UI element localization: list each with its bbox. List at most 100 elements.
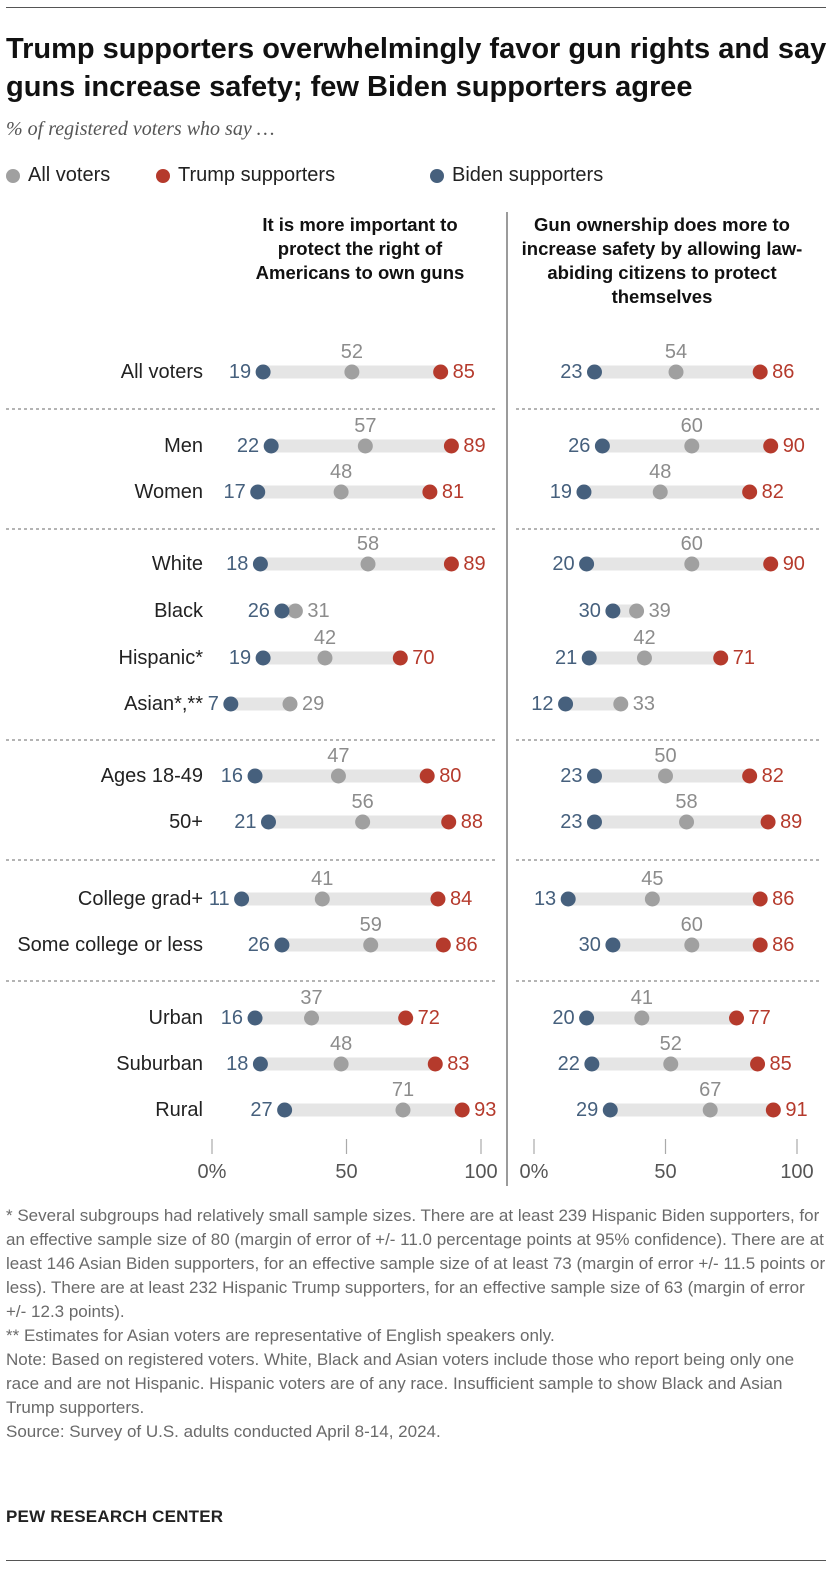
value-label-biden: 16 xyxy=(221,1007,243,1029)
value-label-all-voters: 52 xyxy=(660,1033,682,1055)
dot-trump xyxy=(443,556,459,572)
dot-biden xyxy=(602,1102,618,1118)
legend-label-all-voters: All voters xyxy=(28,164,111,186)
value-label-all-voters: 29 xyxy=(302,693,324,715)
dot-biden xyxy=(586,768,602,784)
value-label-trump: 86 xyxy=(772,361,794,383)
dot-all-voters xyxy=(363,937,379,953)
value-label-trump: 72 xyxy=(418,1007,440,1029)
dot-trump xyxy=(427,1056,443,1072)
row-label: Men xyxy=(164,435,203,457)
legend-item-trump: Trump supporters xyxy=(156,164,335,187)
dot-biden xyxy=(274,937,290,953)
value-label-biden: 17 xyxy=(223,481,245,503)
bottom-rule xyxy=(6,1560,826,1561)
dot-biden xyxy=(579,1010,595,1026)
dot-all-voters xyxy=(668,364,684,380)
value-label-biden: 19 xyxy=(229,361,251,383)
dot-all-voters xyxy=(333,1056,349,1072)
value-label-all-voters: 57 xyxy=(354,415,376,437)
legend: All voters Trump supporters Biden suppor… xyxy=(6,164,826,190)
dot-all-voters xyxy=(314,891,330,907)
value-label-all-voters: 41 xyxy=(311,868,333,890)
value-label-trump: 85 xyxy=(770,1053,792,1075)
dot-biden xyxy=(605,937,621,953)
value-label-biden: 16 xyxy=(221,765,243,787)
chart-subtitle: % of registered voters who say … xyxy=(6,118,275,140)
dot-biden xyxy=(594,438,610,454)
dot-all-voters xyxy=(344,364,360,380)
x-tick-label: 50 xyxy=(654,1161,676,1183)
panel-title-safety: Gun ownership does more to increase safe… xyxy=(521,214,803,307)
value-label-all-voters: 50 xyxy=(654,745,676,767)
value-label-biden: 20 xyxy=(552,1007,574,1029)
row-label: All voters xyxy=(121,361,203,383)
legend-label-biden: Biden supporters xyxy=(452,164,604,186)
dot-biden xyxy=(223,696,239,712)
dot-all-voters xyxy=(330,768,346,784)
dot-all-voters xyxy=(663,1056,679,1072)
dot-biden xyxy=(605,603,621,619)
value-label-trump: 91 xyxy=(785,1099,807,1121)
dot-trump xyxy=(454,1102,470,1118)
value-label-biden: 23 xyxy=(560,765,582,787)
value-label-trump: 82 xyxy=(762,765,784,787)
dot-trump xyxy=(435,937,451,953)
value-label-biden: 13 xyxy=(534,888,556,910)
dot-all-voters xyxy=(287,603,303,619)
row-label: Rural xyxy=(155,1099,203,1121)
legend-item-biden: Biden supporters xyxy=(430,164,603,187)
value-label-all-voters: 39 xyxy=(649,600,671,622)
value-label-biden: 26 xyxy=(248,600,270,622)
dot-biden xyxy=(586,364,602,380)
value-label-trump: 86 xyxy=(772,934,794,956)
value-label-trump: 90 xyxy=(783,553,805,575)
value-label-all-voters: 54 xyxy=(665,341,687,363)
value-label-all-voters: 48 xyxy=(649,461,671,483)
dot-biden xyxy=(576,484,592,500)
value-label-biden: 19 xyxy=(550,481,572,503)
row-label: Ages 18-49 xyxy=(101,765,203,787)
dot-biden xyxy=(584,1056,600,1072)
value-label-trump: 88 xyxy=(461,811,483,833)
value-label-biden: 26 xyxy=(568,435,590,457)
dot-all-voters xyxy=(360,556,376,572)
x-tick-label: 100 xyxy=(464,1161,497,1183)
value-label-all-voters: 48 xyxy=(330,1033,352,1055)
dot-biden xyxy=(586,814,602,830)
value-label-biden: 18 xyxy=(226,1053,248,1075)
panel-title-gun-rights: It is more important to protect the righ… xyxy=(255,214,465,283)
row-label: Suburban xyxy=(116,1053,203,1075)
value-label-trump: 86 xyxy=(455,934,477,956)
dot-all-voters xyxy=(333,484,349,500)
legend-item-all-voters: All voters xyxy=(6,164,110,187)
value-label-biden: 21 xyxy=(234,811,256,833)
dot-trump xyxy=(430,891,446,907)
dot-biden xyxy=(252,556,268,572)
dot-biden xyxy=(255,650,271,666)
legend-swatch-biden xyxy=(430,168,444,183)
dot-trump xyxy=(419,768,435,784)
value-label-all-voters: 41 xyxy=(631,987,653,1009)
value-label-all-voters: 60 xyxy=(681,415,703,437)
value-label-biden: 20 xyxy=(552,553,574,575)
footnote-sample-sizes: * Several subgroups had relatively small… xyxy=(6,1206,826,1321)
value-label-biden: 12 xyxy=(531,693,553,715)
dot-trump xyxy=(422,484,438,500)
dot-all-voters xyxy=(658,768,673,784)
dot-plot: 0% 50 100 0% 50 100 All voters 19 52 85 23 54 86 Men 2… xyxy=(6,212,822,1186)
footnote-asian: ** Estimates for Asian voters are repres… xyxy=(6,1326,555,1345)
value-label-biden: 18 xyxy=(226,553,248,575)
chart-title: Trump supporters overwhelmingly favor gu… xyxy=(6,33,827,103)
value-label-all-voters: 31 xyxy=(307,600,329,622)
value-label-all-voters: 71 xyxy=(392,1079,414,1101)
value-label-biden: 27 xyxy=(250,1099,272,1121)
dot-all-voters xyxy=(304,1010,320,1026)
dot-trump xyxy=(752,364,768,380)
value-label-biden: 29 xyxy=(576,1099,598,1121)
row-label: Black xyxy=(154,600,204,622)
footnote-source: Source: Survey of U.S. adults conducted … xyxy=(6,1422,441,1441)
value-label-trump: 89 xyxy=(780,811,802,833)
footnotes: * Several subgroups had relatively small… xyxy=(6,1204,826,1444)
dot-all-voters xyxy=(644,891,660,907)
